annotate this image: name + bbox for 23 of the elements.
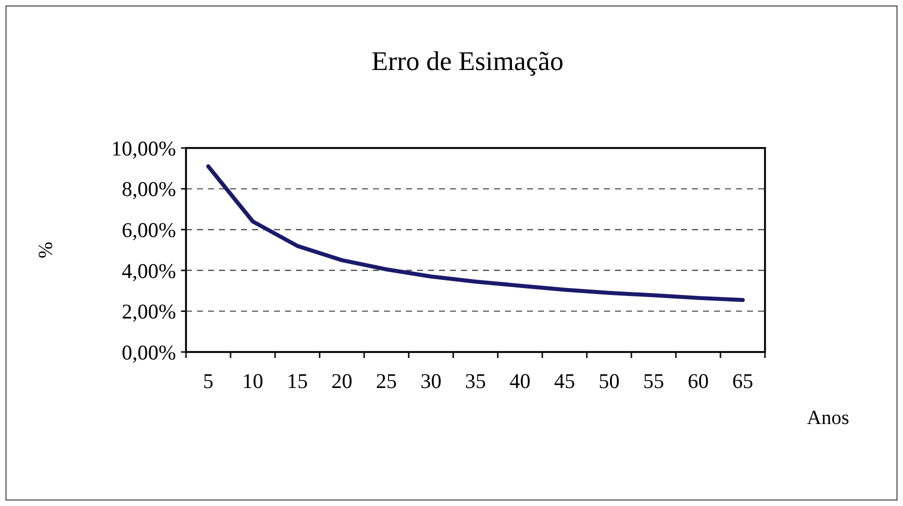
line-series [206, 164, 745, 302]
x-tick-label: 55 [643, 369, 664, 393]
y-tick-label: 10,00% [111, 136, 176, 160]
x-tick-label: 5 [203, 369, 214, 393]
x-tick-label: 65 [732, 369, 754, 393]
x-tick-label: 50 [598, 369, 620, 393]
y-tick-label: 0,00% [122, 340, 176, 364]
x-tick-label: 45 [554, 369, 576, 393]
y-tick-label: 6,00% [122, 218, 176, 242]
x-tick-label: 30 [420, 369, 442, 393]
x-tick-label: 10 [242, 369, 264, 393]
x-axis-title: Anos [806, 407, 850, 429]
y-axis-title: % [35, 242, 57, 258]
x-tick-label: 25 [376, 369, 397, 393]
x-tick-label: 20 [331, 369, 352, 393]
chart-title: Erro de Esimação [372, 46, 564, 76]
y-tick-label: 4,00% [122, 258, 176, 283]
x-tick-label: 35 [465, 369, 486, 393]
y-tick-label: 2,00% [122, 300, 176, 324]
y-tick-label: 8,00% [122, 177, 176, 202]
x-tick-label: 40 [510, 369, 531, 393]
x-tick-label: 60 [688, 369, 709, 393]
x-tick-label: 15 [286, 369, 308, 393]
